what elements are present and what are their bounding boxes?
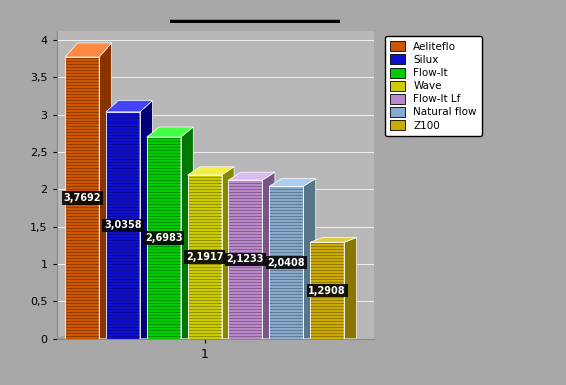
Polygon shape [303, 179, 316, 339]
Polygon shape [269, 186, 303, 339]
Polygon shape [181, 127, 193, 339]
Polygon shape [147, 137, 181, 339]
Polygon shape [263, 172, 275, 339]
Text: 2,6983: 2,6983 [145, 233, 183, 243]
Polygon shape [187, 175, 222, 339]
Polygon shape [269, 179, 316, 186]
Polygon shape [106, 112, 140, 339]
Polygon shape [106, 100, 152, 112]
Text: 1,2908: 1,2908 [308, 286, 346, 296]
Text: 2,0408: 2,0408 [267, 258, 305, 268]
Text: 2,1233: 2,1233 [226, 254, 264, 264]
Polygon shape [187, 167, 234, 175]
Polygon shape [229, 180, 263, 339]
Text: 3,0358: 3,0358 [104, 220, 142, 230]
Text: 3,7692: 3,7692 [63, 193, 101, 203]
Polygon shape [310, 242, 344, 339]
Polygon shape [99, 43, 112, 339]
Legend: Aeliteflo, Silux, Flow-It, Wave, Flow-It Lf, Natural flow, Z100: Aeliteflo, Silux, Flow-It, Wave, Flow-It… [385, 36, 482, 136]
Polygon shape [344, 238, 357, 339]
Text: 2,1917: 2,1917 [186, 252, 224, 262]
Polygon shape [310, 238, 357, 242]
Polygon shape [147, 127, 193, 137]
Polygon shape [229, 172, 275, 180]
Polygon shape [222, 167, 234, 339]
Polygon shape [65, 43, 112, 57]
Polygon shape [57, 334, 357, 339]
Polygon shape [65, 57, 99, 339]
Polygon shape [140, 100, 152, 339]
